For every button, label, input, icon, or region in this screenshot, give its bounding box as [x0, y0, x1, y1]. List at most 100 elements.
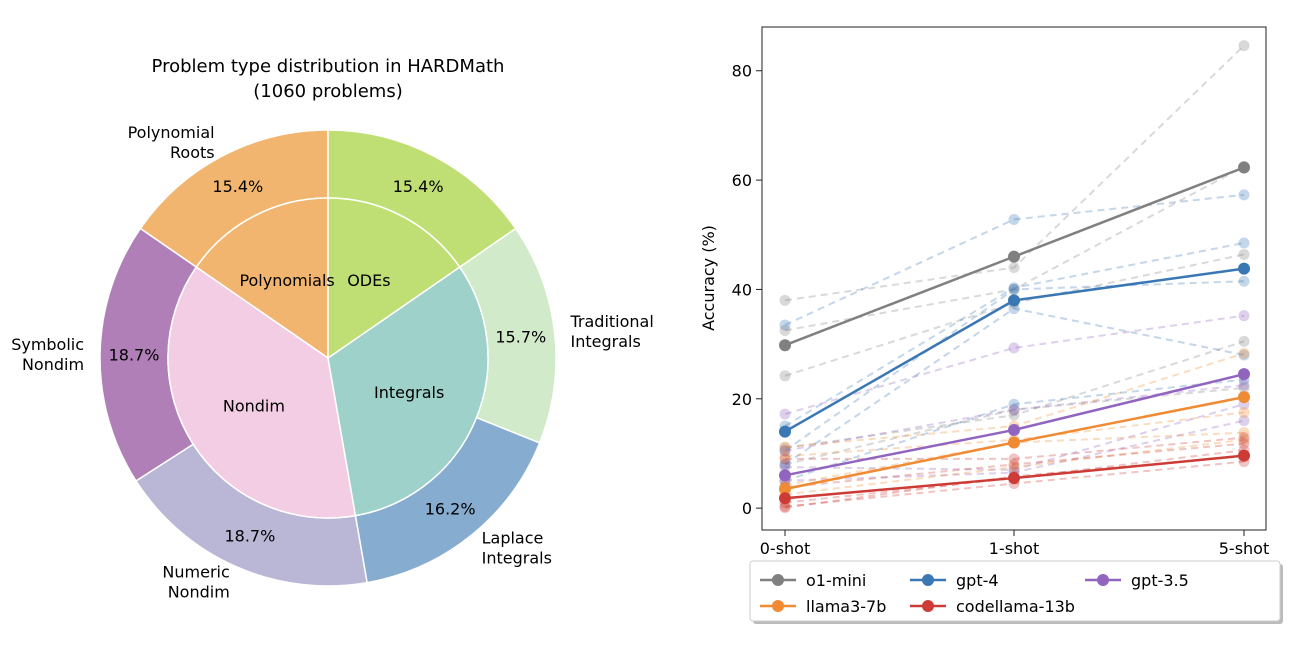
- faint-series-line: [784, 386, 1245, 466]
- inner-slice-polynomials: [195, 197, 329, 360]
- faint-series-line: [784, 340, 1245, 449]
- series-point-o1-mini: [779, 339, 791, 352]
- faint-series-point: [779, 324, 791, 336]
- faint-series-point: [779, 461, 791, 473]
- series-point-gpt-3-5: [1238, 368, 1250, 381]
- pie-inner-label: Nondim: [223, 396, 285, 415]
- faint-series-line: [784, 241, 1245, 427]
- faint-series-line: [784, 442, 1245, 489]
- series-point-o1-mini: [1008, 250, 1020, 263]
- faint-series-line: [784, 378, 1245, 482]
- pie-category-label: Symbolic Nondim: [11, 335, 84, 374]
- faint-series-point: [1238, 40, 1250, 52]
- faint-series-line: [784, 307, 1245, 466]
- y-tick-label: 60: [732, 171, 752, 190]
- series-point-llama3-7b: [779, 482, 791, 495]
- faint-series-line: [784, 44, 1245, 302]
- faint-series-point: [1238, 427, 1250, 439]
- inner-slice-odes: [327, 197, 461, 360]
- faint-series-point: [1238, 275, 1250, 287]
- series-point-codellama-13b: [1008, 472, 1020, 485]
- legend-swatch-marker: [772, 574, 784, 586]
- faint-series-point: [779, 294, 791, 306]
- pie-category-label: Numeric Nondim: [162, 562, 229, 601]
- faint-series-point: [1008, 458, 1020, 470]
- faint-series-point: [1238, 434, 1250, 446]
- faint-series-point: [779, 445, 791, 457]
- faint-series-line: [784, 403, 1245, 471]
- series-point-gpt-4: [1008, 294, 1020, 307]
- series-point-gpt-4: [1238, 262, 1250, 275]
- faint-series-point: [1008, 282, 1020, 294]
- series-point-gpt-3-5: [779, 469, 791, 482]
- pie-outer-ring: [99, 129, 557, 587]
- legend-label-codellama-13b: codellama-13b: [956, 597, 1075, 616]
- faint-series-point: [1238, 349, 1250, 361]
- legend-swatch-marker: [1097, 574, 1109, 586]
- faint-series-point: [1008, 398, 1020, 410]
- pie-chart: Problem type distribution in HARDMath (1…: [11, 56, 654, 601]
- series-point-gpt-4: [779, 425, 791, 438]
- pie-category-label: Traditional Integrals: [569, 312, 653, 351]
- series-point-llama3-7b: [1008, 436, 1020, 449]
- faint-series-point: [779, 442, 791, 454]
- pie-inner-label: Polynomials: [239, 271, 334, 290]
- legend-label-gpt-4: gpt-4: [956, 571, 999, 590]
- pie-percent-label: 16.2%: [425, 500, 476, 519]
- y-axis-label: Accuracy (%): [699, 225, 718, 331]
- faint-series-point: [1238, 189, 1250, 201]
- series-point-llama3-7b: [1238, 391, 1250, 404]
- pie-title: Problem type distribution in HARDMath: [152, 56, 505, 77]
- faint-series-point: [1008, 461, 1020, 473]
- y-tick-label: 40: [732, 280, 752, 299]
- faint-series-point: [1008, 283, 1020, 295]
- faint-series-point: [779, 458, 791, 470]
- pie-labels: 15.4% Polynomial Roots 18.7% Symbolic Nondim 1…: [11, 123, 654, 601]
- series-point-gpt-3-5: [1008, 423, 1020, 436]
- faint-series-point: [1008, 262, 1020, 274]
- x-axis: 0-shot 1-shot 5-shot: [760, 530, 1269, 558]
- y-axis: 0 20 40 60 80: [732, 62, 762, 518]
- faint-series-point: [1008, 404, 1020, 416]
- faint-series-point: [1008, 283, 1020, 295]
- inner-slice-integrals: [327, 266, 489, 517]
- pie-percent-label: 18.7%: [109, 346, 160, 365]
- faint-series-line: [784, 280, 1245, 452]
- faint-series-point: [1238, 347, 1250, 359]
- series-point-codellama-13b: [1238, 449, 1250, 462]
- pie-inner-label: ODEs: [347, 271, 390, 290]
- x-tick-label: 1-shot: [989, 539, 1040, 558]
- pie-inner-ring: [167, 197, 489, 519]
- pie-category-label: Polynomial Roots: [128, 123, 215, 162]
- faint-series-line: [785, 436, 1245, 460]
- faint-series-point: [1008, 453, 1020, 465]
- faint-series-point: [1008, 303, 1020, 315]
- faint-series-point: [779, 458, 791, 470]
- line-chart: 0 20 40 60 80 0-shot 1-shot 5-shot Accuracy (%…: [699, 26, 1283, 624]
- faint-series-point: [1238, 335, 1250, 347]
- faint-series-point: [1238, 248, 1250, 260]
- legend-swatch-marker: [772, 600, 784, 612]
- faint-series-point: [1238, 379, 1250, 391]
- faint-series-point: [1238, 237, 1250, 249]
- faint-series-point: [779, 445, 791, 457]
- pie-percent-label: 18.7%: [224, 527, 275, 546]
- main-series-group: [779, 161, 1250, 505]
- legend-label-llama3-7b: llama3-7b: [806, 597, 886, 616]
- legend-label-gpt-3-5: gpt-3.5: [1131, 571, 1189, 590]
- faint-series-point: [779, 408, 791, 420]
- y-tick-label: 80: [732, 62, 752, 81]
- x-tick-label: 0-shot: [760, 539, 811, 558]
- pie-percent-label: 15.4%: [212, 177, 263, 196]
- faint-series-point: [779, 441, 791, 453]
- faint-series-point: [1008, 464, 1020, 476]
- legend-swatch-marker: [922, 600, 934, 612]
- faint-series-point: [1238, 438, 1250, 450]
- faint-series-point: [1008, 213, 1020, 225]
- pie-category-label: Laplace Integrals: [482, 529, 552, 568]
- faint-series-line: [784, 193, 1245, 326]
- y-tick-label: 0: [742, 499, 752, 518]
- faint-series-point: [1008, 409, 1020, 421]
- faint-series-point: [779, 453, 791, 465]
